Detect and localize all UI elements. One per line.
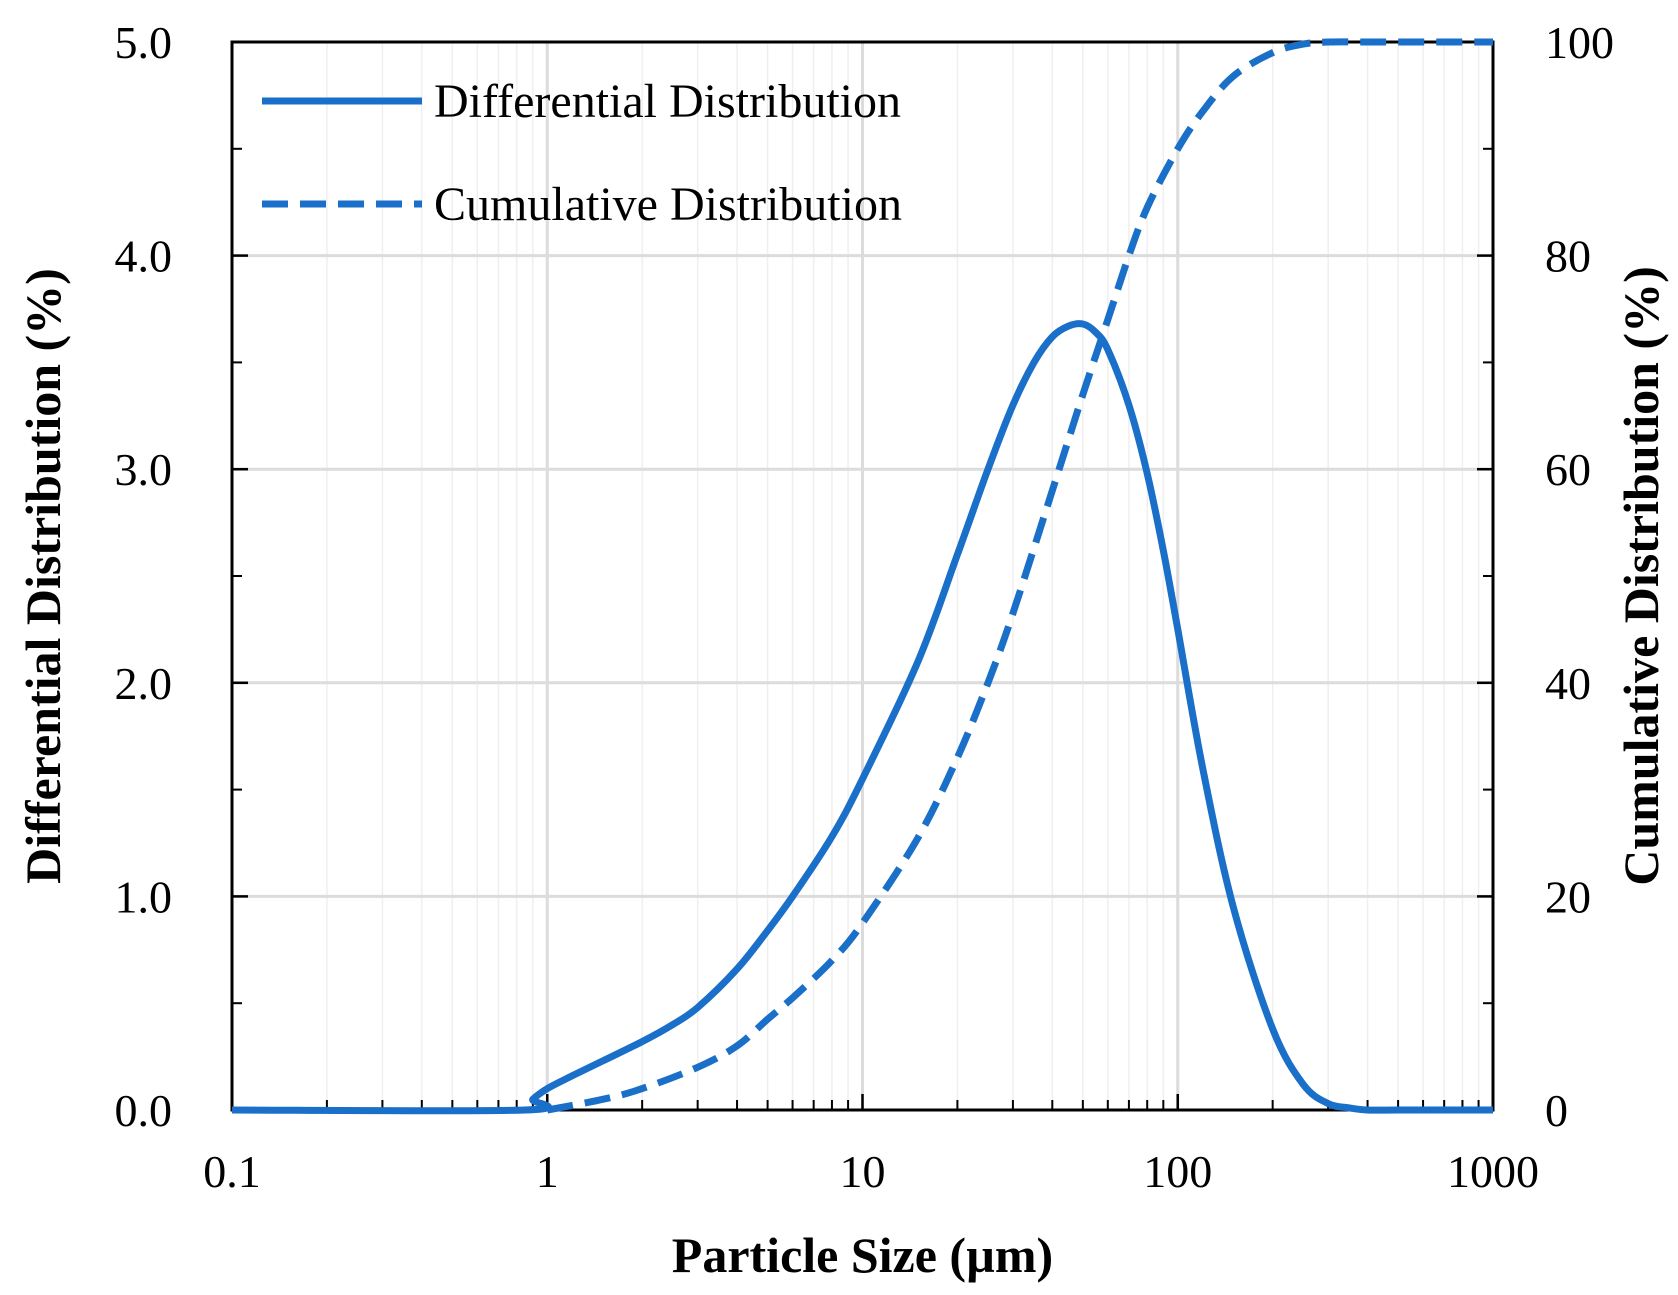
y-right-tick-label: 60 <box>1545 444 1591 495</box>
x-tick-label: 10 <box>840 1146 886 1197</box>
series-layer <box>231 38 1493 1115</box>
y-left-tick-label: 5.0 <box>115 17 173 68</box>
cumulative-distribution-line <box>546 38 1493 1114</box>
x-tick-label: 100 <box>1143 1146 1212 1197</box>
y-left-tick-label: 1.0 <box>115 871 173 922</box>
y-right-tick-label: 100 <box>1545 17 1614 68</box>
y-right-tick-label: 20 <box>1545 871 1591 922</box>
minor-gridlines <box>326 42 1480 1110</box>
legend: Differential Distribution Cumulative Dis… <box>262 75 902 231</box>
legend-label-cumulative: Cumulative Distribution <box>434 178 902 231</box>
x-tick-label: 1 <box>536 1146 559 1197</box>
y-left-tick-label: 3.0 <box>115 444 173 495</box>
tick-labels: 0.1 1 10 100 1000 0.0 1.0 2.0 3.0 4.0 5.0 0 20 40 60 80… <box>115 17 1615 1197</box>
x-axis-title: Particle Size (µm) <box>672 1227 1053 1283</box>
differential-distribution-line <box>231 320 1493 1115</box>
x-tick-label: 0.1 <box>203 1146 261 1197</box>
y-left-tick-label: 4.0 <box>115 231 173 282</box>
y-right-tick-label: 80 <box>1545 231 1591 282</box>
legend-label-differential: Differential Distribution <box>434 75 901 128</box>
y-left-tick-label: 0.0 <box>115 1085 173 1136</box>
y-right-tick-label: 0 <box>1545 1085 1568 1136</box>
right-y-axis-title: Cumulative Distribution (%) <box>1613 266 1669 885</box>
x-tick-label: 1000 <box>1447 1146 1539 1197</box>
left-y-axis-title: Differential Distribution (%) <box>15 268 71 884</box>
y-left-tick-label: 2.0 <box>115 658 173 709</box>
y-right-tick-label: 40 <box>1545 658 1591 709</box>
